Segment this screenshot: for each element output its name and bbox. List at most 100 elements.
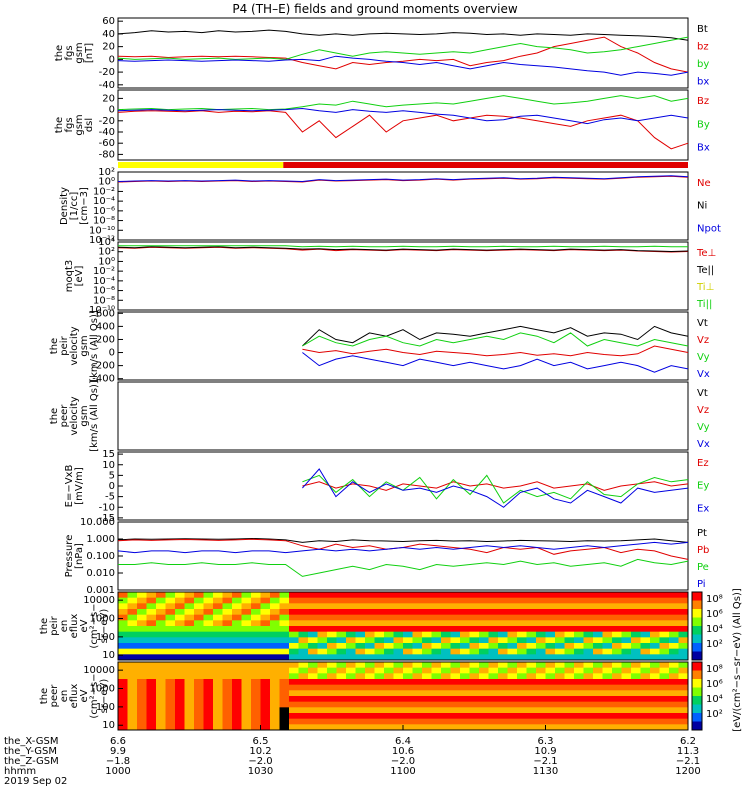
heatmap-cell (279, 696, 290, 703)
heatmap-cell (194, 713, 204, 720)
heatmap-cell (118, 620, 128, 627)
heatmap-cell (156, 614, 166, 621)
heatmap-cell (431, 684, 442, 691)
heatmap-cell (412, 679, 423, 686)
heatmap-cell (118, 603, 128, 610)
heatmap-cell (583, 603, 594, 610)
heatmap-cell (536, 603, 546, 610)
heatmap-cell (526, 643, 537, 650)
heatmap-cell (298, 643, 309, 650)
heatmap-cell (602, 662, 613, 669)
heatmap-cell (146, 631, 157, 638)
heatmap-cell (431, 667, 442, 674)
heatmap-cell (555, 662, 565, 669)
heatmap-cell (450, 626, 461, 633)
heatmap-cell (678, 597, 689, 604)
heatmap-cell (574, 620, 584, 627)
heatmap-cell (308, 603, 318, 610)
heatmap-cell (213, 701, 223, 708)
y-axis-label: E=−VxB (64, 465, 75, 508)
heatmap-cell (317, 662, 328, 669)
heatmap-cell (298, 614, 309, 621)
heatmap-cell (232, 614, 242, 621)
heatmap-cell (241, 707, 252, 714)
heatmap-cell (422, 643, 432, 650)
heatmap-cell (488, 626, 499, 633)
heatmap-cell (669, 614, 679, 621)
heatmap-cell (545, 597, 556, 604)
heatmap-cell (260, 690, 271, 697)
heatmap-cell (365, 592, 375, 599)
y-tick-label: 0.100 (86, 551, 115, 562)
heatmap-cell (593, 718, 603, 725)
heatmap-cell (393, 662, 404, 669)
heatmap-cell (507, 637, 518, 644)
y-tick-label: 10⁻⁶ (93, 206, 115, 217)
heatmap-cell (602, 597, 613, 604)
y-tick-label: 5 (109, 470, 115, 481)
heatmap-cell (346, 696, 356, 703)
heatmap-cell (156, 643, 166, 650)
heatmap-cell (298, 673, 309, 680)
heatmap-cell (213, 626, 223, 633)
heatmap-cell (498, 713, 508, 720)
date-label: 2019 Sep 02 (4, 776, 67, 787)
heatmap-cell (289, 684, 299, 691)
y-tick-label: 10000 (83, 595, 115, 606)
y-axis-label: sr−eV) (99, 609, 110, 644)
heatmap-cell (469, 696, 480, 703)
heatmap-cell (222, 718, 233, 725)
heatmap-cell (640, 673, 651, 680)
heatmap-cell (194, 620, 204, 627)
heatmap-cell (165, 724, 176, 731)
heatmap-cell (213, 684, 223, 691)
heatmap-cell (469, 614, 480, 621)
heatmap-cell (374, 597, 385, 604)
heatmap-cell (545, 707, 556, 714)
y-axis-label: gsm (79, 335, 90, 356)
y-tick-label: 10² (98, 247, 115, 258)
heatmap-cell (251, 696, 261, 703)
heatmap-cell (317, 673, 328, 680)
heatmap-cell (289, 679, 299, 686)
heatmap-cell (450, 592, 461, 599)
heatmap-cell (346, 614, 356, 621)
heatmap-cell (412, 620, 423, 627)
heatmap-cell (384, 620, 394, 627)
series-line-vz (302, 345, 689, 357)
heatmap-cell (251, 701, 261, 708)
heatmap-cell (621, 662, 632, 669)
heatmap-cell (317, 626, 328, 633)
heatmap-cell (545, 696, 556, 703)
heatmap-cell (526, 667, 537, 674)
heatmap-cell (469, 609, 480, 616)
heatmap-cell (222, 707, 233, 714)
heatmap-cell (507, 673, 518, 680)
heatmap-cell (222, 679, 233, 686)
heatmap-cell (621, 643, 632, 650)
heatmap-cell (194, 597, 204, 604)
heatmap-cell (631, 648, 641, 655)
colorbar-tick: 10² (706, 639, 723, 650)
heatmap-cell (241, 597, 252, 604)
heatmap-cell (374, 724, 385, 731)
heatmap-cell (479, 631, 489, 638)
heatmap-cell (251, 673, 261, 680)
heatmap-cell (156, 673, 166, 680)
heatmap-cell (488, 597, 499, 604)
heatmap-cell (517, 684, 527, 691)
heatmap-cell (241, 679, 252, 686)
y-axis-label: fgs (64, 45, 75, 60)
colorbar-swatch (692, 662, 702, 671)
heatmap-cell (308, 701, 318, 708)
heatmap-cell (251, 707, 261, 714)
heatmap-cell (393, 631, 404, 638)
legend-vy: Vy (697, 352, 710, 363)
heatmap-cell (669, 603, 679, 610)
heatmap-cell (593, 679, 603, 686)
heatmap-cell (298, 626, 309, 633)
series-line-ez (302, 481, 689, 491)
heatmap-cell (517, 631, 527, 638)
heatmap-cell (488, 637, 499, 644)
heatmap-cell (545, 637, 556, 644)
